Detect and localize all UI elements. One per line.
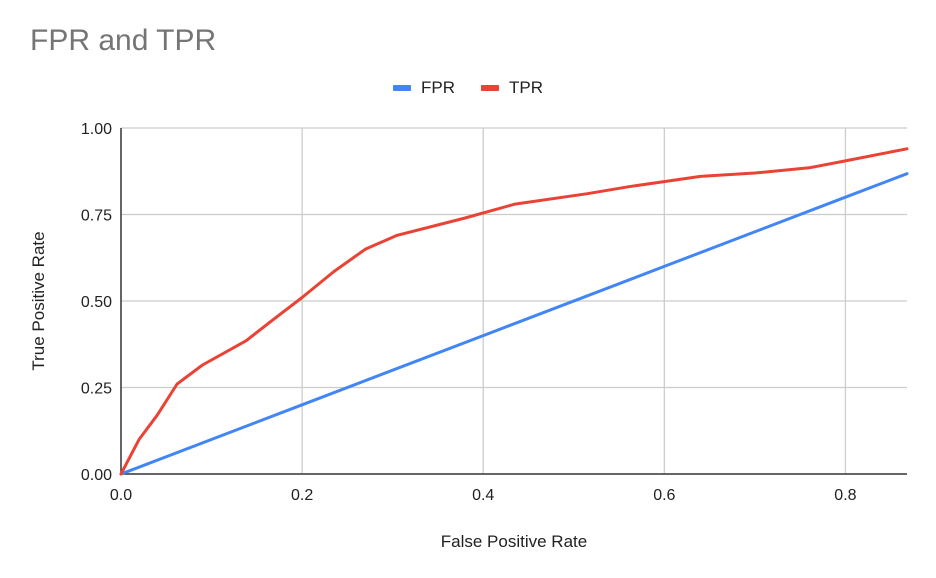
x-axis-label: False Positive Rate [441, 532, 587, 551]
y-tick-label: 1.00 [81, 121, 112, 138]
y-tick-label: 0.00 [81, 467, 112, 484]
legend-item-fpr[interactable]: FPR [393, 78, 455, 98]
chart-title: FPR and TPR [30, 24, 217, 57]
axes [120, 128, 907, 475]
y-tick-label: 0.50 [81, 294, 112, 311]
y-tick-label: 0.25 [81, 381, 112, 398]
y-tick-label: 0.75 [81, 208, 112, 225]
series-lines [119, 147, 909, 476]
x-tick-label: 0.4 [472, 487, 494, 504]
x-tick-label: 0.6 [653, 487, 675, 504]
legend-swatch-tpr [481, 85, 499, 91]
y-axis-label: True Positive Rate [29, 231, 48, 370]
series-line-fpr[interactable] [119, 172, 909, 476]
x-tick-label: 0.8 [834, 487, 856, 504]
legend-item-tpr[interactable]: TPR [481, 78, 543, 98]
legend-label-fpr: FPR [421, 78, 455, 97]
chart-legend: FPR TPR [0, 78, 936, 98]
x-tick-label: 0.2 [291, 487, 313, 504]
series-line-tpr[interactable] [119, 147, 909, 476]
legend-swatch-fpr [393, 85, 411, 91]
legend-label-tpr: TPR [509, 78, 543, 97]
gridlines [121, 127, 907, 474]
x-tick-label: 0.0 [110, 487, 132, 504]
tick-labels: 0.00 0.25 0.50 0.75 1.00 0.0 0.2 0.4 0.6 0.8 [81, 121, 857, 504]
